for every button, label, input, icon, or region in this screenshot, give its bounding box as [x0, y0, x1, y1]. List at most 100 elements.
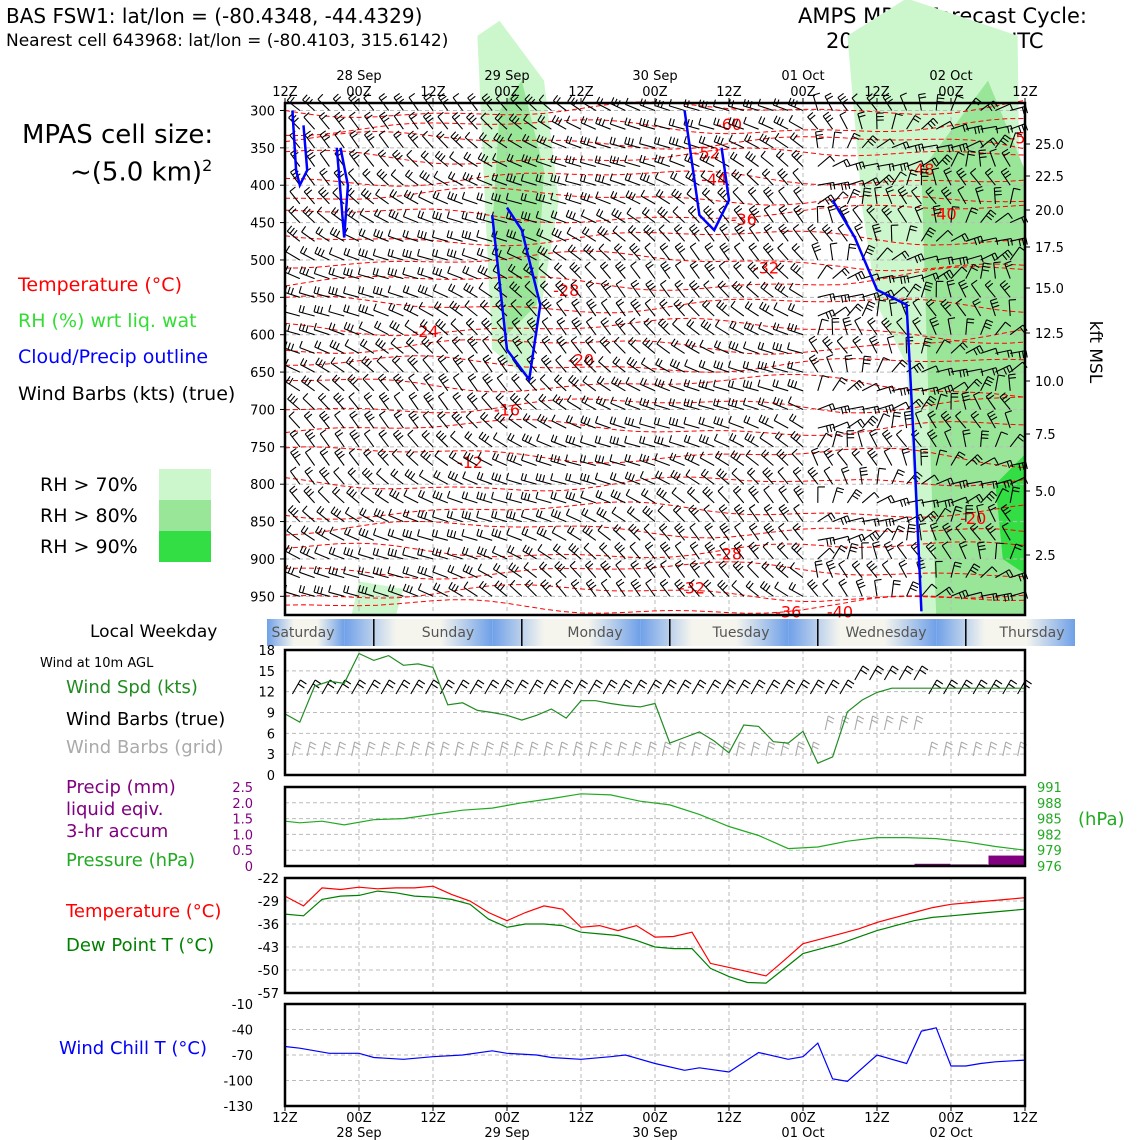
wind-barb — [421, 130, 434, 149]
wind-barb — [609, 416, 626, 429]
precip-ytick-label: 1.5 — [232, 813, 253, 828]
wind-barb — [391, 448, 404, 466]
temperature-contour — [284, 594, 1026, 614]
wind-barb — [773, 414, 789, 429]
wind-barb — [761, 561, 774, 579]
wind-barb — [823, 466, 834, 485]
wind-barb — [402, 209, 419, 224]
wind-barb — [657, 318, 671, 336]
wind-barb — [376, 355, 389, 373]
wind-barb — [466, 112, 478, 130]
surface-wind-barb — [780, 679, 796, 695]
wind-barb — [891, 113, 903, 130]
wind-barb — [970, 279, 982, 298]
wind-barb — [349, 410, 360, 429]
wind-barb — [994, 134, 1011, 149]
wind-barb — [1001, 522, 1011, 541]
surface-wind-barb — [1002, 679, 1018, 695]
wind-barb — [683, 379, 700, 392]
pressure-ytick-label: 985 — [1037, 813, 1062, 828]
wind-barb — [303, 112, 316, 130]
wind-barb — [891, 286, 909, 298]
wind-barb — [565, 414, 582, 429]
wind-barb — [733, 541, 745, 560]
wind-barb — [775, 150, 789, 167]
wind-barb — [614, 541, 626, 560]
wind-barb — [481, 392, 493, 410]
cell-size-value: ~(5.0 km) — [70, 157, 203, 188]
wind-barb — [639, 435, 656, 448]
wind-barb — [817, 194, 836, 205]
wind-barb — [493, 132, 508, 149]
wind-barb — [838, 559, 848, 578]
legend-temperature: Temperature (°C) — [18, 274, 182, 296]
wind-barb — [807, 579, 819, 597]
pressure-tick-label: 600 — [250, 329, 275, 344]
wind-barb — [744, 133, 759, 149]
wind-barb — [402, 267, 419, 280]
surface-wind-barb — [617, 679, 633, 695]
wind-barb — [630, 261, 641, 279]
wind-barb — [688, 504, 700, 522]
wind-barb — [535, 491, 552, 504]
wind-barb — [774, 132, 789, 149]
wind-barb — [687, 205, 700, 223]
wind-barb — [748, 504, 760, 522]
wind-barb — [700, 170, 715, 186]
wind-barb — [719, 522, 730, 541]
wind-barb — [373, 228, 389, 242]
wind-barb — [920, 227, 936, 242]
wind-barb — [645, 279, 656, 298]
wind-barb — [703, 504, 715, 522]
wind-barb — [319, 429, 330, 448]
wind-barb — [299, 246, 315, 261]
wind-barb — [609, 435, 626, 448]
wind-barb — [492, 264, 508, 280]
wind-barb — [994, 431, 1009, 447]
wind-barb — [404, 468, 419, 485]
wind-barb — [375, 188, 389, 205]
temperature-label: -36 — [775, 602, 801, 621]
wind-barb — [950, 266, 968, 279]
wind-barb — [333, 392, 345, 410]
wind-barb — [861, 187, 872, 204]
wind-barb — [463, 451, 478, 466]
wind-barb — [657, 206, 671, 224]
wind-barb — [482, 373, 493, 392]
wind-barb — [674, 522, 686, 541]
wind-barb — [507, 545, 523, 560]
wind-barb — [372, 528, 389, 541]
wind-barb — [890, 224, 899, 242]
wind-barb — [935, 269, 954, 280]
wind-barb — [313, 585, 330, 597]
wind-barb — [867, 317, 878, 336]
wind-barb — [536, 134, 552, 149]
wind-barb — [283, 584, 300, 597]
wind-barb — [537, 245, 552, 261]
wind-barb — [653, 136, 670, 149]
wind-barb — [464, 300, 478, 317]
grid-wind-barb — [1002, 741, 1013, 757]
wind-barb — [891, 516, 910, 524]
wind-barb — [451, 336, 464, 354]
wind-barb — [791, 149, 804, 167]
wind-barb — [372, 566, 389, 579]
wind-barb — [874, 186, 882, 204]
wind-barb — [791, 542, 804, 560]
wind-barb — [403, 489, 419, 504]
wind-barb — [958, 279, 969, 298]
wind-barb — [536, 228, 552, 242]
wind-barb — [609, 155, 626, 168]
wind-barb — [392, 429, 404, 448]
wind-barb — [550, 192, 567, 205]
wind-barb — [995, 364, 1014, 375]
wind-barb — [522, 544, 537, 560]
temperature-contour — [284, 541, 1026, 559]
wind-barb — [1001, 148, 1011, 167]
grid-wind-barb — [676, 741, 687, 757]
wind-barb — [658, 224, 671, 242]
wind-barb — [742, 397, 759, 411]
wind-barb — [551, 414, 567, 429]
wind-barb — [461, 191, 478, 205]
wind-barb — [537, 114, 552, 130]
